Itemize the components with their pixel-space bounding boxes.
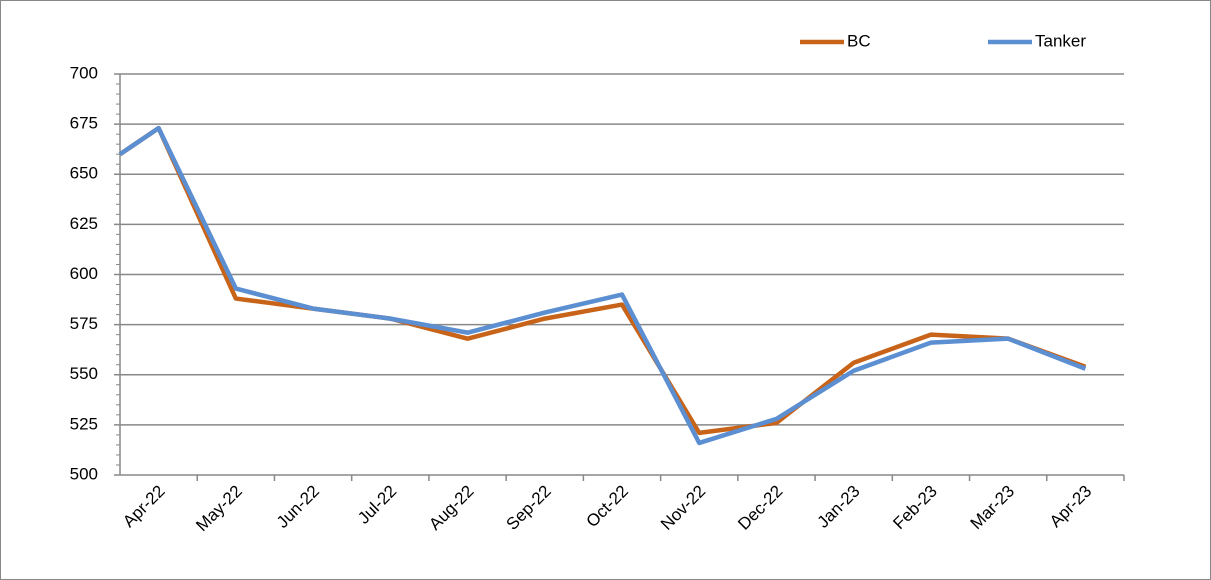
y-tick-label: 625 bbox=[70, 214, 98, 233]
y-tick-label: 550 bbox=[70, 364, 98, 383]
y-tick-label: 500 bbox=[70, 464, 98, 483]
y-tick-label: 700 bbox=[70, 63, 98, 82]
y-tick-label: 525 bbox=[70, 414, 98, 433]
y-tick-label: 600 bbox=[70, 264, 98, 283]
legend-label: Tanker bbox=[1035, 31, 1086, 50]
legend-label: BC bbox=[847, 31, 871, 50]
y-tick-label: 575 bbox=[70, 314, 98, 333]
y-tick-label: 675 bbox=[70, 114, 98, 133]
series-line bbox=[118, 125, 1087, 446]
series-line bbox=[118, 125, 1087, 436]
y-tick-label: 650 bbox=[70, 164, 98, 183]
